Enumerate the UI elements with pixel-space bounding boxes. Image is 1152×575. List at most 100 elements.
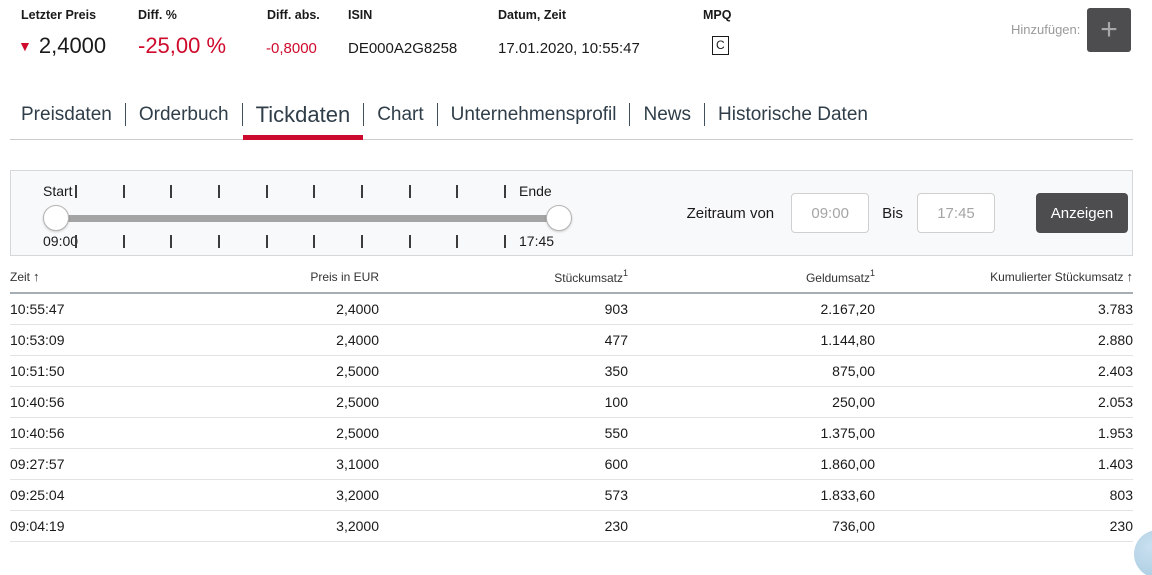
- cell-kumulierter: 803: [875, 479, 1133, 511]
- column-header-preis[interactable]: Preis in EUR: [190, 268, 379, 294]
- zeit-header-label: Zeit: [10, 270, 31, 284]
- time-to-input[interactable]: [917, 193, 995, 233]
- cell-zeit: 09:04:19: [10, 510, 190, 542]
- cell-kumulierter: 3.783: [875, 293, 1133, 325]
- column-header-zeit[interactable]: Zeit ↑: [10, 268, 190, 294]
- tab-separator: [363, 103, 365, 126]
- tick-mark: [408, 235, 411, 248]
- tick-mark: [75, 185, 77, 198]
- column-header-kumulierter[interactable]: Kumulierter Stückumsatz ↑: [875, 268, 1134, 294]
- tick-mark: [456, 185, 459, 198]
- cell-preis: 2,4000: [190, 293, 379, 325]
- tab-orderbuch[interactable]: Orderbuch: [138, 104, 229, 125]
- cell-geldumsatz: 875,00: [628, 355, 875, 387]
- cell-preis: 3,2000: [190, 510, 379, 542]
- diff-pct-value: -25,00 %: [138, 33, 227, 58]
- tick-mark: [360, 185, 363, 198]
- tab-bar: Preisdaten Orderbuch Tickdaten Chart Unt…: [10, 100, 1133, 140]
- slider-bottom-scale: 09:00 17:45: [31, 233, 576, 251]
- isin-value: DE000A2G8258: [348, 40, 458, 57]
- diff-pct-label: Diff. %: [138, 8, 177, 22]
- tab-chart[interactable]: Chart: [377, 104, 424, 125]
- add-button[interactable]: +: [1087, 8, 1131, 52]
- table-row: 10:40:56 2,5000 550 1.375,00 1.953: [10, 417, 1133, 449]
- isin-label: ISIN: [348, 8, 373, 22]
- table-row: 10:40:56 2,5000 100 250,00 2.053: [10, 386, 1133, 418]
- cell-preis: 2,5000: [190, 386, 379, 418]
- cell-stueckumsatz: 350: [379, 355, 628, 387]
- zeitraum-von-label: Zeitraum von: [686, 204, 775, 222]
- add-to-watchlist-label: Hinzufügen:: [1011, 22, 1081, 37]
- table-header-row: Zeit ↑ Preis in EUR Stückumsatz1 Geldumsa…: [10, 268, 1134, 294]
- slider-handle-start[interactable]: [43, 205, 69, 231]
- tick-mark: [408, 185, 411, 198]
- cell-preis: 2,5000: [190, 417, 379, 449]
- footnote-marker: 1: [869, 268, 875, 278]
- last-price-value: ▼ 2,4000: [18, 33, 106, 59]
- cell-stueckumsatz: 573: [379, 479, 628, 511]
- table-row: 09:27:57 3,1000 600 1.860,00 1.403: [10, 448, 1133, 480]
- tick-mark: [122, 235, 125, 248]
- tick-mark: [360, 235, 363, 248]
- table-row: 10:55:47 2,4000 903 2.167,20 3.783: [10, 293, 1133, 325]
- tick-mark: [170, 235, 173, 248]
- tab-historische-daten[interactable]: Historische Daten: [718, 104, 868, 125]
- last-price-label: Letzter Preis: [21, 8, 97, 22]
- tab-unternehmensprofil[interactable]: Unternehmensprofil: [450, 104, 617, 125]
- preis-header-label: Preis in EUR: [310, 269, 379, 284]
- slider-end-time: 17:45: [519, 233, 555, 249]
- tab-tickdaten[interactable]: Tickdaten: [242, 100, 364, 140]
- cell-preis: 3,2000: [190, 479, 379, 511]
- last-price-number: 2,4000: [38, 33, 107, 58]
- cell-kumulierter: 1.403: [875, 448, 1133, 480]
- tick-mark: [265, 235, 268, 248]
- cell-zeit: 09:27:57: [10, 448, 190, 480]
- bis-label: Bis: [882, 204, 903, 222]
- tick-mark: [503, 235, 506, 248]
- cell-zeit: 10:51:50: [10, 355, 190, 387]
- cell-stueckumsatz: 477: [379, 324, 628, 356]
- kumulierter-header-label: Kumulierter Stückumsatz: [990, 270, 1124, 284]
- time-filter-panel: Start Ende 09:00 17:45: [10, 170, 1133, 256]
- plus-icon: +: [1100, 13, 1118, 46]
- table-row: 10:53:09 2,4000 477 1.144,80 2.880: [10, 324, 1133, 356]
- column-header-geldumsatz[interactable]: Geldumsatz1: [628, 268, 875, 294]
- cell-stueckumsatz: 230: [379, 510, 628, 542]
- slider-start-time: 09:00: [43, 233, 79, 249]
- slider-end-label: Ende: [519, 183, 552, 199]
- slider-start-label: Start: [43, 183, 73, 199]
- sort-up-icon: ↑: [1126, 269, 1134, 284]
- tab-preisdaten[interactable]: Preisdaten: [21, 104, 112, 125]
- cell-kumulierter: 230: [875, 510, 1133, 542]
- time-from-input[interactable]: [791, 193, 870, 233]
- tab-separator: [629, 103, 631, 126]
- slider-bottom-ticks: [75, 235, 506, 248]
- slider-handle-end[interactable]: [546, 205, 572, 231]
- tick-mark: [313, 185, 316, 198]
- tick-mark: [313, 235, 316, 248]
- cell-geldumsatz: 1.144,80: [628, 324, 875, 356]
- table-row: 09:04:19 3,2000 230 736,00 230: [10, 510, 1133, 542]
- slider-track[interactable]: [43, 205, 572, 231]
- anzeigen-button[interactable]: Anzeigen: [1036, 193, 1128, 233]
- footnote-marker: 1: [622, 268, 628, 278]
- slider-track-bar: [43, 215, 572, 222]
- cell-stueckumsatz: 600: [379, 448, 628, 480]
- floating-widget-button[interactable]: [1134, 530, 1152, 575]
- tab-separator: [124, 103, 126, 126]
- tab-separator: [704, 103, 705, 126]
- tick-mark: [217, 185, 220, 198]
- slider-track-row: [31, 205, 576, 231]
- mpq-badge: C: [712, 36, 729, 55]
- diff-abs-value: -0,8000: [266, 40, 317, 57]
- column-header-stueckumsatz[interactable]: Stückumsatz1: [379, 268, 628, 294]
- cell-geldumsatz: 250,00: [628, 386, 875, 418]
- tick-mark: [265, 185, 268, 198]
- price-down-triangle-icon: ▼: [18, 38, 32, 54]
- cell-preis: 2,5000: [190, 355, 379, 387]
- slider-top-ticks: [75, 185, 506, 198]
- tab-news[interactable]: News: [643, 104, 691, 125]
- cell-kumulierter: 2.053: [875, 386, 1133, 418]
- cell-kumulierter: 2.880: [875, 324, 1133, 356]
